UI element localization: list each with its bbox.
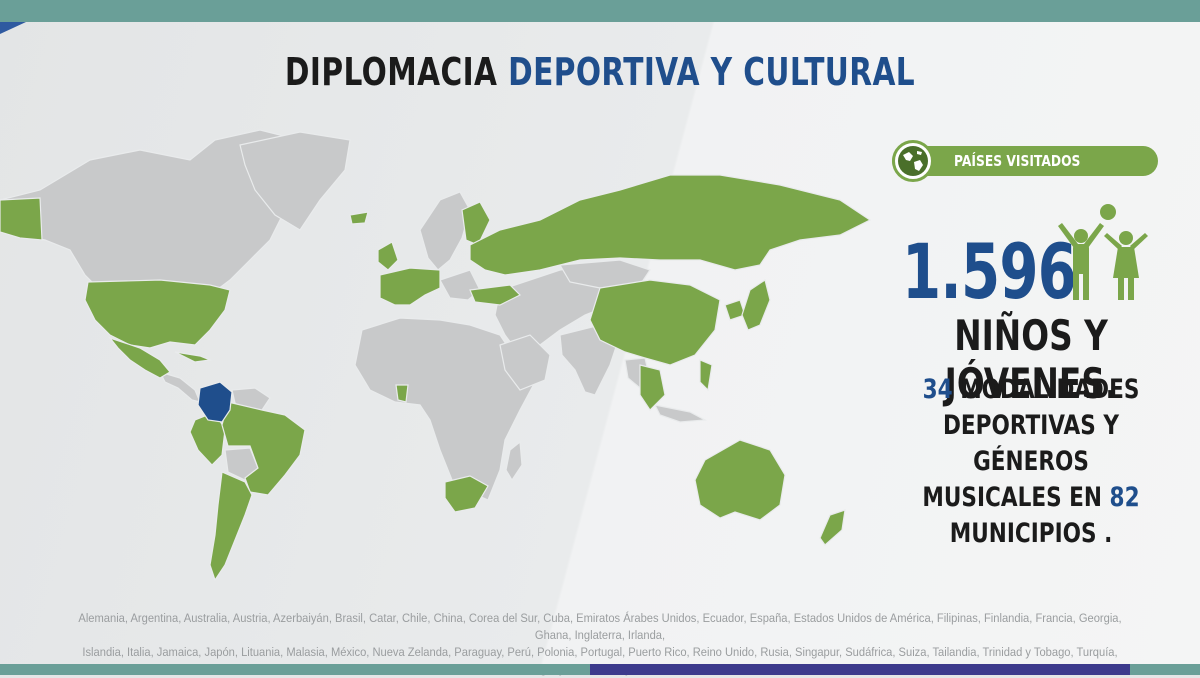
corner-accent	[0, 22, 26, 34]
not-visited-land	[0, 129, 708, 501]
musical-text: MUSICALES EN	[922, 482, 1103, 513]
title-part1: DIPLOMACIA	[284, 50, 498, 94]
colombia-highlight	[197, 381, 233, 423]
modalities-line1: 34 MODALIDADES	[899, 372, 1163, 408]
modalities-line3: MUSICALES EN 82	[899, 480, 1163, 516]
visited-countries-badge	[892, 146, 1158, 176]
world-map	[0, 129, 872, 582]
badge-label: PAÍSES VISITADOS	[954, 152, 1081, 170]
modalities-line2: DEPORTIVAS Y GÉNEROS	[943, 410, 1119, 477]
modalities-line4: MUNICIPIOS .	[949, 518, 1113, 549]
children-count: 1.596	[902, 227, 1077, 316]
countries-line1: Alemania, Argentina, Australia, Austria,…	[78, 611, 1122, 642]
municipalities-count: 82	[1109, 482, 1140, 513]
page-title: DIPLOMACIA DEPORTIVA Y CULTURAL	[132, 50, 1068, 94]
visited-land	[0, 174, 872, 582]
globe-icon	[892, 140, 934, 182]
bottom-accent	[590, 664, 1130, 675]
modalities-word: MODALIDADES	[960, 374, 1140, 405]
modalities-text: 34 MODALIDADES DEPORTIVAS Y GÉNEROS MUSI…	[899, 372, 1163, 552]
children-label: NIÑOS Y JÓVENES.	[944, 311, 1118, 408]
modalities-count: 34	[922, 374, 953, 405]
top-bar	[0, 0, 1200, 22]
title-part2: DEPORTIVA Y CULTURAL	[508, 50, 916, 94]
children-icon	[1058, 204, 1148, 300]
countries-list: Alemania, Argentina, Australia, Austria,…	[78, 610, 1122, 678]
